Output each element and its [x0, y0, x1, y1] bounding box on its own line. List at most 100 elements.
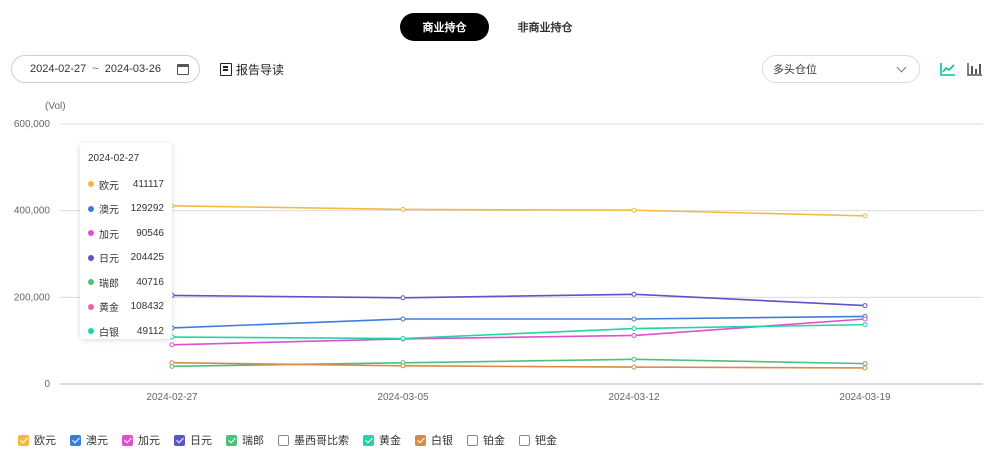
- tooltip-series-value: 49112: [136, 325, 164, 337]
- legend-label: 黄金: [379, 435, 401, 447]
- y-tick-label: 0: [44, 379, 50, 390]
- tooltip-series-name: 瑞郎: [99, 278, 119, 290]
- date-end: 2024-03-26: [104, 63, 161, 75]
- checkbox-unchecked-icon[interactable]: [278, 434, 289, 446]
- series-point[interactable]: [169, 342, 175, 348]
- series-line: [171, 205, 866, 217]
- series-point[interactable]: [862, 316, 868, 322]
- legend-label: 白银: [431, 435, 453, 447]
- series-point[interactable]: [631, 207, 637, 213]
- tab-commercial[interactable]: 商业持仓: [400, 13, 489, 41]
- legend-label: 澳元: [86, 435, 108, 447]
- legend-label: 日元: [190, 435, 212, 447]
- y-tick-label: 200,000: [14, 292, 51, 303]
- checkbox-checked-icon[interactable]: [122, 434, 133, 446]
- checkbox-checked-icon[interactable]: [70, 434, 81, 446]
- series-dot-icon: [88, 205, 94, 212]
- tooltip-series-name: 黄金: [99, 303, 119, 315]
- tooltip-series-name: 欧元: [99, 180, 119, 192]
- x-tick-label: 2024-03-05: [377, 392, 429, 403]
- legend-label: 瑞郎: [242, 435, 264, 447]
- series-dot-icon: [88, 328, 94, 335]
- series-point[interactable]: [631, 316, 637, 322]
- date-separator: ~: [92, 63, 99, 75]
- tooltip-series-value: 90546: [136, 227, 164, 239]
- series-dot-icon: [88, 303, 94, 310]
- series-line: [171, 358, 866, 368]
- series-point[interactable]: [169, 360, 175, 366]
- legend-item[interactable]: 瑞郎: [226, 432, 264, 448]
- chart-legend: 欧元 澳元 加元 日元 瑞郎 墨西哥比索 黄金 白银 铂金 钯金: [18, 432, 571, 448]
- series-point[interactable]: [631, 326, 637, 332]
- series-point[interactable]: [400, 363, 406, 369]
- legend-item[interactable]: 黄金: [363, 432, 401, 448]
- series-point[interactable]: [862, 322, 868, 328]
- report-guide-link[interactable]: 报告导读: [220, 61, 284, 78]
- legend-label: 钯金: [535, 435, 557, 447]
- series-dot-icon: [88, 254, 94, 261]
- series-dot-icon: [88, 181, 94, 188]
- checkbox-checked-icon[interactable]: [363, 434, 374, 446]
- series-point[interactable]: [862, 365, 868, 371]
- y-tick-label: 400,000: [14, 206, 51, 217]
- series-point[interactable]: [400, 295, 406, 301]
- legend-item[interactable]: 加元: [122, 432, 160, 448]
- tooltip-row: 白银 49112: [88, 319, 164, 344]
- legend-label: 加元: [138, 435, 160, 447]
- date-start: 2024-02-27: [30, 63, 87, 75]
- tooltip-series-value: 40716: [136, 276, 164, 288]
- position-type-tabs: 商业持仓 非商业持仓: [400, 13, 595, 41]
- tooltip-row: 澳元 129292: [88, 197, 164, 222]
- report-guide-label: 报告导读: [236, 63, 285, 77]
- legend-item[interactable]: 日元: [174, 432, 212, 448]
- position-select-value: 多头仓位: [773, 64, 817, 76]
- bar-chart-icon[interactable]: [967, 62, 983, 76]
- legend-item[interactable]: 白银: [415, 432, 453, 448]
- line-chart-icon[interactable]: [940, 62, 956, 76]
- series-point[interactable]: [631, 332, 637, 338]
- legend-label: 铂金: [483, 435, 505, 447]
- series-dot-icon: [88, 230, 94, 237]
- report-icon: [220, 63, 232, 76]
- legend-item[interactable]: 欧元: [18, 432, 56, 448]
- series-point[interactable]: [400, 206, 406, 212]
- series-line: [171, 293, 866, 307]
- checkbox-checked-icon[interactable]: [226, 434, 237, 446]
- cot-position-line-chart: (Vol) 0 200,000 400,000 600,000 2024-02-27 2…: [14, 101, 983, 403]
- series-point[interactable]: [862, 361, 868, 367]
- checkbox-checked-icon[interactable]: [18, 434, 29, 446]
- series-line: [171, 318, 866, 346]
- tooltip-series-value: 411117: [132, 178, 164, 190]
- x-tick-label: 2024-03-12: [608, 392, 660, 403]
- series-point[interactable]: [631, 356, 637, 362]
- legend-item[interactable]: 铂金: [467, 432, 505, 448]
- tooltip-series-value: 204425: [130, 252, 164, 264]
- y-unit-label: (Vol): [45, 101, 66, 112]
- date-range-picker[interactable]: 2024-02-27 ~ 2024-03-26: [11, 55, 200, 83]
- tooltip-row: 黄金 108432: [88, 295, 164, 320]
- series-point[interactable]: [400, 316, 406, 322]
- tooltip-series-name: 日元: [99, 254, 119, 266]
- calendar-icon[interactable]: [177, 63, 189, 75]
- series-point[interactable]: [400, 336, 406, 341]
- legend-label: 欧元: [34, 435, 56, 447]
- x-tick-label: 2024-03-19: [839, 392, 891, 403]
- legend-label: 墨西哥比索: [294, 435, 349, 447]
- series-point[interactable]: [631, 364, 637, 370]
- legend-item[interactable]: 墨西哥比索: [278, 432, 349, 448]
- y-tick-label: 600,000: [14, 119, 51, 130]
- position-select[interactable]: 多头仓位: [762, 55, 920, 83]
- checkbox-checked-icon[interactable]: [174, 434, 185, 446]
- legend-item[interactable]: 钯金: [519, 432, 557, 448]
- series-line: [171, 315, 866, 329]
- checkbox-checked-icon[interactable]: [415, 434, 426, 446]
- checkbox-unchecked-icon[interactable]: [519, 434, 530, 446]
- series-point[interactable]: [862, 303, 868, 309]
- series-point[interactable]: [862, 213, 868, 219]
- chart-tooltip: 2024-02-27 欧元 411117 澳元 129292 加元 90546 日元 2044…: [80, 143, 172, 339]
- tooltip-date: 2024-02-27: [88, 153, 140, 164]
- series-point[interactable]: [631, 291, 637, 297]
- checkbox-unchecked-icon[interactable]: [467, 434, 478, 446]
- legend-item[interactable]: 澳元: [70, 432, 108, 448]
- tab-non-commercial[interactable]: 非商业持仓: [517, 22, 573, 34]
